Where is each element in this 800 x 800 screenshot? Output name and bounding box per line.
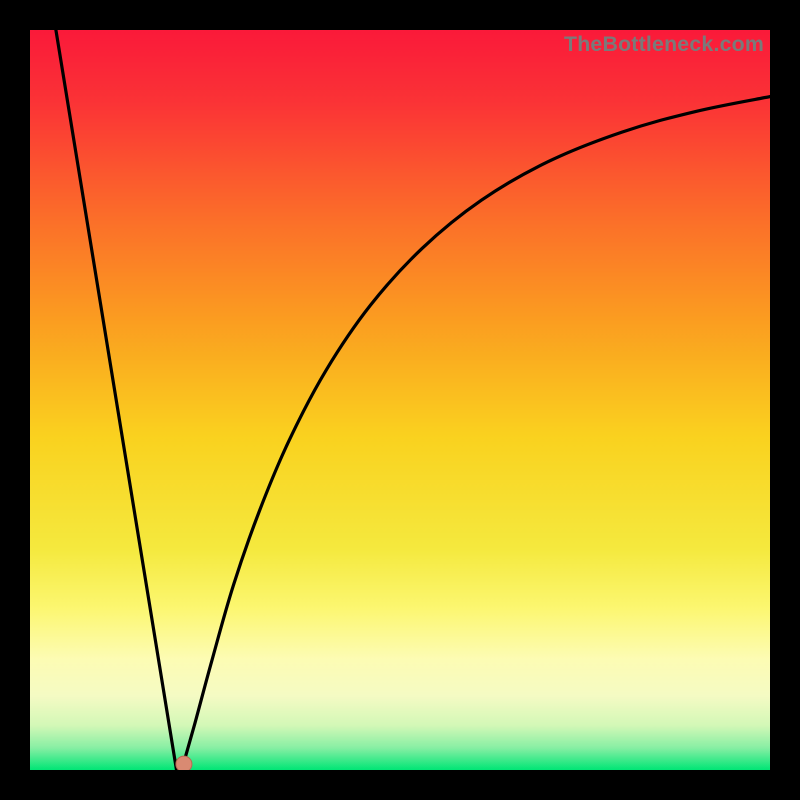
curve-layer xyxy=(30,30,770,770)
plot-area xyxy=(30,30,770,770)
watermark-text: TheBottleneck.com xyxy=(564,32,764,57)
chart-frame: TheBottleneck.com xyxy=(0,0,800,800)
optimum-marker xyxy=(176,756,192,770)
bottleneck-curve xyxy=(56,30,770,770)
